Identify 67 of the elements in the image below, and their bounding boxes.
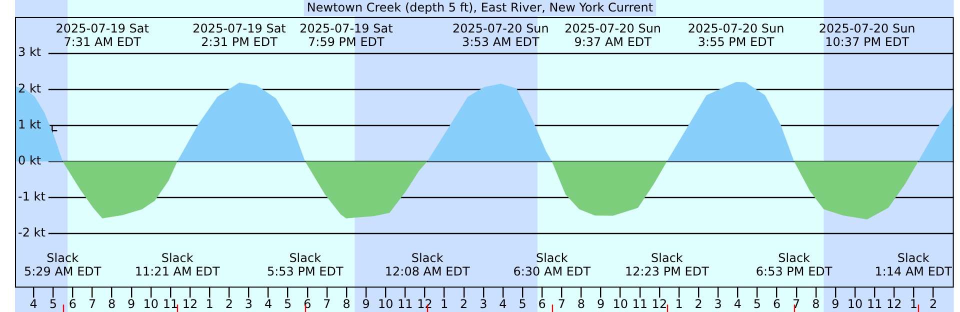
annotation: Slack 1:14 AM EDT (874, 250, 953, 278)
x-tick-label: 1 (206, 296, 214, 311)
x-tick-label: 8 (577, 296, 586, 311)
annotation: Slack 5:29 AM EDT (24, 250, 102, 278)
y-tick-label: 0 kt (18, 153, 42, 168)
x-tick-label: 5 (518, 296, 526, 311)
x-tick-label: 9 (362, 296, 370, 311)
x-tick-label: 12 (182, 296, 198, 311)
y-tick-label: -2 kt (18, 226, 46, 240)
x-tick-label: 11 (632, 296, 648, 311)
x-tick-label: 8 (342, 296, 350, 311)
x-tick-label: 8 (108, 296, 116, 311)
x-tick-label: 6 (772, 296, 781, 311)
x-tick-label: 4 (264, 296, 272, 311)
x-tick-label: 3 (480, 296, 488, 311)
chart-title: Newtown Creek (depth 5 ft), East River, New York Current (306, 0, 654, 15)
x-tick-label: 7 (88, 296, 96, 311)
x-tick-label: 7 (558, 296, 566, 311)
x-tick-label: 2 (694, 296, 702, 311)
x-tick-label: 2 (460, 296, 468, 311)
x-tick-label: 12 (886, 296, 902, 311)
annotation: 2025-07-20 Sun 3:55 PM EDT (688, 21, 784, 49)
x-tick-label: 4 (734, 296, 742, 311)
x-tick-label: 5 (284, 296, 292, 311)
x-tick-label: 3 (244, 296, 253, 311)
y-tick-label: -1 kt (18, 190, 46, 204)
annotation: Slack 12:08 AM EDT (384, 250, 470, 278)
x-tick-label: 3 (714, 296, 722, 311)
annotation: 2025-07-19 Sat 7:59 PM EDT (300, 21, 394, 49)
x-tick-label: 9 (128, 296, 136, 311)
annotation: 2025-07-20 Sun 10:37 PM EDT (818, 21, 916, 49)
y-tick-label: 2 kt (18, 81, 42, 96)
x-tick-label: 2 (929, 296, 938, 311)
y-tick-label: 3 kt (18, 45, 42, 60)
x-tick-label: 12 (652, 296, 668, 311)
x-tick-label: 7 (792, 296, 800, 311)
x-tick-label: 11 (162, 296, 178, 311)
x-tick-label: 10 (847, 296, 863, 311)
annotation: Slack 12:23 PM EDT (624, 250, 710, 278)
x-tick-label: 1 (440, 296, 448, 311)
annotation: 2025-07-20 Sun 3:53 AM EDT (452, 21, 549, 49)
x-tick-label: 10 (612, 296, 628, 311)
annotation: Slack 5:53 PM EDT (266, 250, 344, 278)
x-tick-label: 6 (68, 296, 77, 311)
x-tick-label: 7 (323, 296, 331, 311)
x-tick-label: 11 (398, 296, 413, 311)
x-tick-label: 9 (596, 296, 605, 311)
x-tick-label: 10 (143, 296, 159, 311)
x-tick-label: 8 (812, 296, 820, 311)
annotation: 2025-07-20 Sun 9:37 AM EDT (564, 21, 662, 49)
x-tick-label: 5 (49, 296, 57, 311)
annotation: 2025-07-19 Sat 7:31 AM EDT (56, 21, 150, 49)
x-tick-label: 10 (378, 296, 394, 311)
annotation: Slack 6:30 AM EDT (513, 250, 592, 278)
x-tick-label: 6 (538, 296, 546, 311)
x-tick-label: 4 (499, 296, 507, 311)
x-tick-label: 1 (675, 296, 683, 311)
x-tick-label: 5 (753, 296, 762, 311)
y-tick-label: 1 kt (18, 117, 42, 132)
x-tick-label: 1 (910, 296, 918, 311)
annotation: Slack 6:53 PM EDT (756, 250, 833, 278)
x-tick-label: 9 (832, 296, 840, 311)
x-tick-label: 4 (30, 296, 38, 311)
annotation: Slack 11:21 AM EDT (134, 250, 220, 278)
annotation: 2025-07-19 Sat 2:31 PM EDT (192, 21, 286, 49)
x-tick-label: 2 (225, 296, 233, 311)
x-tick-label: 11 (866, 296, 882, 311)
